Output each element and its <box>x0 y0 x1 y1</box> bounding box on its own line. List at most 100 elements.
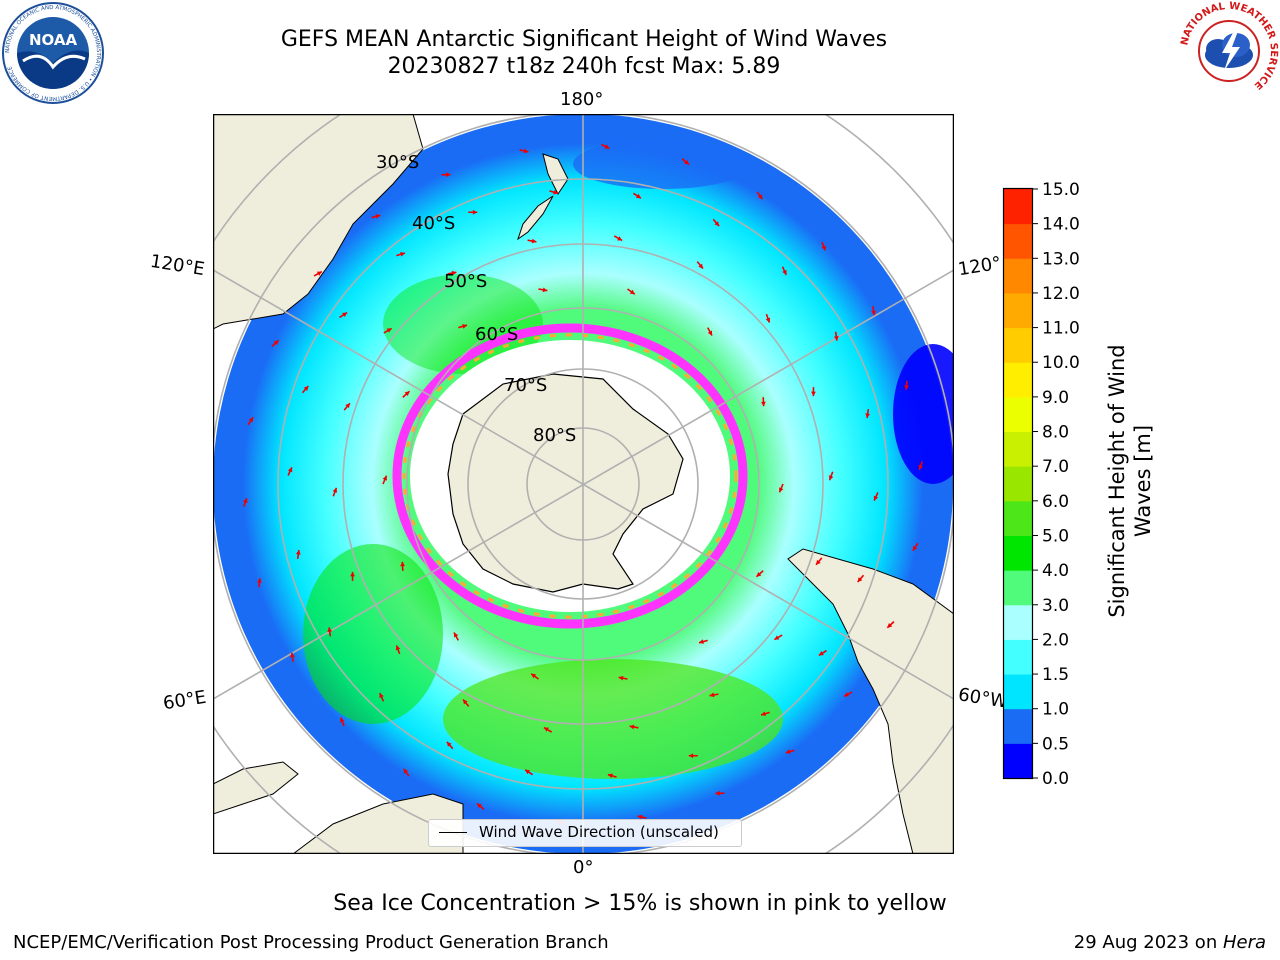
colorbar-tick-label: 1.0 <box>1042 700 1069 720</box>
legend-line-sample <box>439 832 467 833</box>
chart-title: GEFS MEAN Antarctic Significant Height o… <box>280 27 888 52</box>
colorbar-title: Significant Height of Wind Waves [m] <box>1105 344 1155 618</box>
wave-direction-arrowhead <box>857 577 863 583</box>
wave-direction-arrowhead <box>629 289 635 295</box>
colorbar-tick-label: 15.0 <box>1042 180 1080 200</box>
noaa-logo: NOAA NATIONAL OCEANIC AND ATMOSPHERIC AD… <box>2 2 104 104</box>
lat-label-50s: 50°S <box>444 271 488 292</box>
wave-direction-arrowhead <box>757 194 763 200</box>
wave-direction-arrowhead <box>761 711 766 717</box>
wave-direction-arrowhead <box>375 214 381 219</box>
map-legend: Wind Wave Direction (unscaled) <box>428 819 742 847</box>
wave-direction-arrowhead <box>295 550 301 555</box>
wave-direction-arrowhead <box>340 717 345 723</box>
wave-direction-arrowhead <box>699 639 704 644</box>
wave-direction-arrowhead <box>887 623 893 628</box>
wave-direction-arrowhead <box>350 571 355 577</box>
wave-direction-arrowhead <box>714 221 720 227</box>
wave-direction-arrowhead <box>765 317 771 323</box>
colorbar-tick-label: 12.0 <box>1042 284 1080 304</box>
colorbar-band <box>1004 223 1032 259</box>
wave-direction-arrowhead <box>821 245 826 251</box>
wave-direction-arrowhead <box>400 561 405 567</box>
footer-date: 29 Aug 2023 on Hera <box>1073 932 1266 953</box>
colorbar-tick-label: 3.0 <box>1042 596 1069 616</box>
colorbar-band <box>1004 639 1032 675</box>
wave-direction-arrowhead <box>531 673 537 679</box>
wave-direction-arrowhead <box>345 403 350 409</box>
svg-text:NOAA: NOAA <box>29 31 78 49</box>
colorbar-tick-label: 9.0 <box>1042 388 1069 408</box>
colorbar-tick-label: 10.0 <box>1042 353 1080 373</box>
colorbar-band <box>1004 466 1032 502</box>
colorbar-band <box>1004 431 1032 467</box>
wave-direction-arrowhead <box>273 340 279 345</box>
lat-label-80s: 80°S <box>533 425 577 446</box>
wave-direction-arrowhead <box>379 693 384 699</box>
wave-direction-arrowhead <box>451 270 457 276</box>
colorbar-band <box>1004 327 1032 363</box>
wave-direction-arrowhead <box>904 385 909 390</box>
lat-label-60s: 60°S <box>475 324 519 345</box>
legend-label: Wind Wave Direction (unscaled) <box>479 823 719 841</box>
africa-land <box>292 793 464 854</box>
colorbar-band <box>1004 500 1032 536</box>
polar-map[interactable] <box>213 114 954 854</box>
wave-direction-arrowhead <box>382 475 388 481</box>
colorbar-tick-label: 11.0 <box>1042 319 1080 339</box>
wave-direction-arrowhead <box>684 159 690 165</box>
wave-direction-arrowhead <box>912 545 918 551</box>
wave-direction-arrowhead <box>833 335 839 341</box>
colorbar-band <box>1004 570 1032 606</box>
wave-direction-arrowhead <box>816 559 821 565</box>
wave-direction-arrowhead <box>774 635 780 640</box>
wave-direction-arrowhead <box>400 251 405 257</box>
wave-direction-arrowhead <box>248 417 254 423</box>
colorbar-tick-label: 7.0 <box>1042 457 1069 477</box>
colorbar-tick-label: 14.0 <box>1042 215 1080 235</box>
colorbar-band <box>1004 292 1032 329</box>
chart-subtitle: 20230827 t18z 240h fcst Max: 5.89 <box>387 54 781 79</box>
wave-direction-arrowhead <box>756 572 762 577</box>
wave-direction-arrowhead <box>782 269 787 275</box>
colorbar-tick-label: 13.0 <box>1042 249 1080 269</box>
wave-direction-arrowhead <box>386 328 392 333</box>
wave-direction-arrowhead <box>818 651 824 656</box>
colorbar-band <box>1004 258 1032 294</box>
wave-direction-arrowhead <box>698 263 704 269</box>
wave-direction-arrowhead <box>316 271 322 276</box>
madagascar-land <box>213 761 299 815</box>
lon-label-0: 0° <box>573 857 594 878</box>
wave-direction-arrowhead <box>607 773 613 779</box>
colorbar-tick-label: 8.0 <box>1042 423 1069 443</box>
wave-direction-arrowhead <box>403 768 409 774</box>
wave-direction-arrows <box>242 143 924 825</box>
nws-logo: NATIONAL WEATHER SERVICE <box>1179 1 1279 99</box>
wave-direction-arrowhead <box>778 487 784 493</box>
wave-direction-arrowhead <box>404 391 410 396</box>
wave-direction-arrowhead <box>811 391 816 397</box>
colorbar-band <box>1004 604 1032 640</box>
wave-direction-arrowhead <box>531 238 537 244</box>
wave-direction-arrowhead <box>707 330 713 336</box>
wave-direction-arrowhead <box>472 209 478 215</box>
wave-direction-arrowhead <box>476 803 482 809</box>
wave-direction-arrowhead <box>242 498 248 504</box>
lon-label-60e: 60°E <box>161 686 208 715</box>
colorbar-tick-label: 0.5 <box>1042 734 1069 754</box>
colorbar-tick-label: 4.0 <box>1042 561 1069 581</box>
wave-direction-arrowhead <box>342 312 348 317</box>
wave-direction-arrowhead <box>257 578 262 583</box>
wave-direction-arrowhead <box>865 413 871 418</box>
wave-direction-arrowhead <box>618 675 624 681</box>
wave-direction-arrowhead <box>525 769 531 775</box>
wave-direction-arrowhead <box>303 385 309 391</box>
lat-label-40s: 40°S <box>412 213 456 234</box>
wave-direction-arrowhead <box>629 724 635 730</box>
wave-direction-arrowhead <box>635 193 641 199</box>
colorbar-band <box>1004 743 1032 779</box>
colorbar: 0.0 0.5 1.0 1.5 2.0 3.0 4.0 5.0 6.0 7.0 8.0 9.0 10.0… <box>1002 180 1080 789</box>
wave-direction-arrowhead <box>553 189 559 195</box>
wave-direction-arrowhead <box>462 699 468 705</box>
lon-label-180: 180° <box>560 89 604 110</box>
